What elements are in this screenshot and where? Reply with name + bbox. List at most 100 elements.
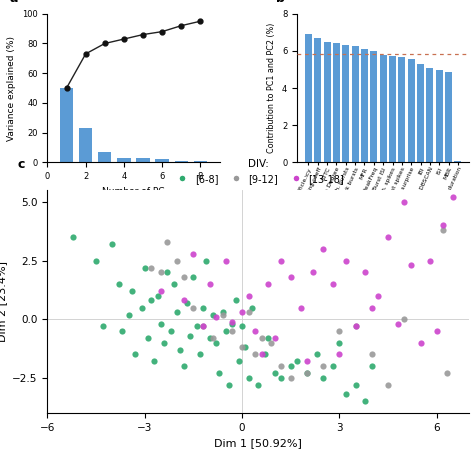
Point [212, 313, 220, 320]
Point [362, 397, 369, 405]
Point [180, 274, 188, 281]
Point [238, 323, 246, 330]
Point [271, 334, 278, 341]
Bar [314, 38, 321, 162]
Point [157, 287, 165, 295]
Point [99, 323, 106, 330]
Point [147, 297, 155, 304]
Bar [174, 161, 188, 162]
Point [118, 327, 126, 335]
Point [115, 280, 123, 288]
Bar [137, 158, 150, 162]
Point [342, 257, 350, 264]
Point [200, 323, 207, 330]
Point [258, 351, 265, 358]
Point [177, 346, 184, 353]
Point [228, 320, 236, 328]
Text: b: b [276, 0, 285, 5]
Point [394, 320, 401, 328]
Point [151, 358, 158, 365]
Legend: [6-8], [9-12], [13-18]: [6-8], [9-12], [13-18] [169, 155, 348, 188]
Point [293, 358, 301, 365]
Point [125, 311, 132, 318]
Point [232, 297, 239, 304]
Point [242, 344, 249, 351]
Point [225, 381, 233, 389]
Point [401, 198, 408, 206]
Point [303, 358, 311, 365]
Point [352, 323, 359, 330]
Point [222, 257, 230, 264]
Point [180, 363, 188, 370]
Point [70, 234, 77, 241]
Point [264, 280, 272, 288]
Point [196, 351, 204, 358]
Point [287, 274, 294, 281]
Point [427, 257, 434, 264]
Bar [117, 158, 131, 162]
Point [216, 369, 223, 377]
Point [193, 323, 201, 330]
Point [342, 391, 350, 398]
Bar [98, 152, 111, 162]
Point [128, 287, 136, 295]
Point [160, 339, 168, 347]
Point [157, 269, 165, 276]
Point [219, 311, 227, 318]
Point [245, 308, 252, 316]
Point [206, 280, 213, 288]
Point [329, 280, 337, 288]
Point [336, 351, 343, 358]
Point [222, 327, 230, 335]
Y-axis label: Variance explained (%): Variance explained (%) [8, 35, 17, 140]
Point [401, 316, 408, 323]
Point [147, 264, 155, 271]
Bar [305, 34, 312, 162]
Y-axis label: Contribution to PC1 and PC2 (%): Contribution to PC1 and PC2 (%) [267, 23, 276, 153]
Point [173, 257, 181, 264]
Point [200, 323, 207, 330]
Point [157, 320, 165, 328]
Bar [455, 161, 461, 162]
Bar [370, 51, 377, 162]
Point [352, 381, 359, 389]
Point [144, 334, 152, 341]
Point [384, 381, 392, 389]
Bar [194, 161, 207, 162]
Point [173, 308, 181, 316]
Point [303, 369, 311, 377]
Point [245, 374, 252, 381]
Point [362, 269, 369, 276]
Point [109, 241, 116, 248]
Point [245, 292, 252, 299]
Point [449, 194, 457, 201]
Point [374, 292, 382, 299]
Point [206, 334, 213, 341]
Point [238, 344, 246, 351]
Point [384, 234, 392, 241]
Point [319, 374, 327, 381]
Bar [389, 56, 396, 162]
Point [303, 369, 311, 377]
Point [287, 363, 294, 370]
Point [209, 311, 217, 318]
Bar [417, 64, 424, 162]
Point [439, 226, 447, 234]
Point [329, 363, 337, 370]
Bar [398, 57, 405, 162]
Point [277, 363, 285, 370]
Point [443, 369, 450, 377]
Point [92, 257, 100, 264]
Bar [380, 55, 387, 162]
Bar [342, 45, 349, 162]
Bar [352, 46, 359, 162]
Point [255, 381, 262, 389]
Point [190, 304, 197, 311]
Point [368, 363, 376, 370]
Point [170, 280, 178, 288]
Point [138, 304, 146, 311]
Point [287, 374, 294, 381]
Bar [436, 70, 443, 162]
Point [277, 374, 285, 381]
Point [417, 339, 424, 347]
